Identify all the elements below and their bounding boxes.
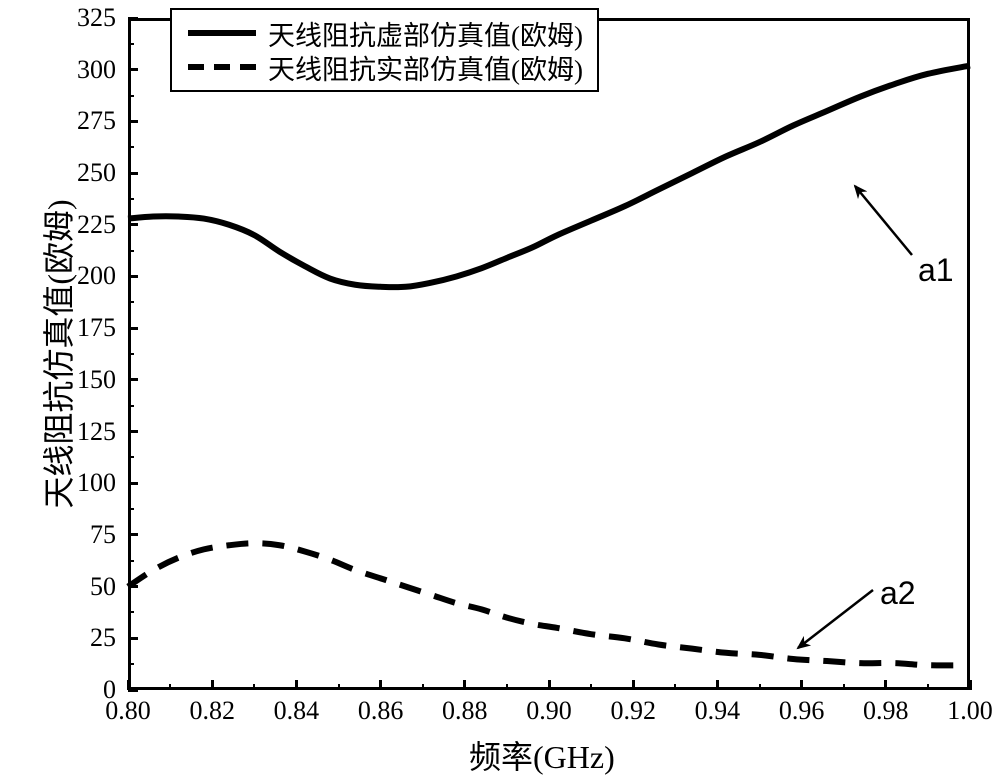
y-minor-tick (128, 611, 134, 613)
annotation-label: a2 (880, 575, 916, 612)
legend-label: 天线阻抗实部仿真值(欧姆) (268, 48, 583, 87)
y-tick-label: 325 (0, 3, 116, 33)
x-tick-mark (716, 680, 719, 690)
annotation-label: a1 (918, 252, 954, 289)
y-tick-label: 150 (0, 365, 116, 395)
x-minor-tick (506, 684, 508, 690)
x-tick-label: 0.94 (695, 696, 741, 726)
y-tick-label: 275 (0, 106, 116, 136)
y-tick-label: 300 (0, 55, 116, 85)
x-tick-mark (884, 680, 887, 690)
x-tick-mark (211, 680, 214, 690)
y-tick-label: 100 (0, 468, 116, 498)
y-minor-tick (128, 198, 134, 200)
y-tick-mark (128, 120, 138, 123)
impedance-chart: 天线阻抗仿真值(欧姆) 频率(GHz) 天线阻抗虚部仿真值(欧姆)天线阻抗实部仿… (0, 0, 1000, 778)
legend-item: 天线阻抗虚部仿真值(欧姆) (186, 16, 583, 50)
y-axis-label: 天线阻抗仿真值(欧姆) (34, 199, 80, 508)
x-tick-label: 0.82 (189, 696, 235, 726)
y-minor-tick (128, 560, 134, 562)
x-tick-label: 1.00 (947, 696, 993, 726)
legend-swatch (186, 56, 258, 78)
x-tick-mark (379, 680, 382, 690)
y-minor-tick (128, 250, 134, 252)
y-tick-mark (128, 689, 138, 692)
x-tick-mark (632, 680, 635, 690)
y-tick-mark (128, 275, 138, 278)
x-tick-mark (463, 680, 466, 690)
y-minor-tick (128, 353, 134, 355)
y-tick-mark (128, 482, 138, 485)
y-tick-label: 50 (0, 572, 116, 602)
x-tick-label: 0.92 (610, 696, 656, 726)
x-tick-mark (969, 680, 972, 690)
x-tick-mark (127, 680, 130, 690)
x-minor-tick (422, 684, 424, 690)
x-minor-tick (590, 684, 592, 690)
y-minor-tick (128, 146, 134, 148)
y-tick-label: 200 (0, 261, 116, 291)
x-tick-label: 0.84 (274, 696, 320, 726)
x-tick-mark (800, 680, 803, 690)
x-tick-mark (548, 680, 551, 690)
x-tick-label: 0.86 (358, 696, 404, 726)
x-tick-mark (295, 680, 298, 690)
legend: 天线阻抗虚部仿真值(欧姆)天线阻抗实部仿真值(欧姆) (170, 8, 599, 92)
y-tick-label: 225 (0, 210, 116, 240)
y-minor-tick (128, 301, 134, 303)
legend-item: 天线阻抗实部仿真值(欧姆) (186, 50, 583, 84)
y-tick-label: 175 (0, 313, 116, 343)
x-minor-tick (253, 684, 255, 690)
y-tick-mark (128, 327, 138, 330)
plot-area (128, 18, 970, 690)
y-minor-tick (128, 43, 134, 45)
y-tick-mark (128, 68, 138, 71)
y-tick-mark (128, 172, 138, 175)
legend-swatch (186, 22, 258, 44)
x-tick-label: 0.90 (526, 696, 572, 726)
y-tick-mark (128, 585, 138, 588)
y-minor-tick (128, 663, 134, 665)
x-minor-tick (759, 684, 761, 690)
x-tick-label: 0.88 (442, 696, 488, 726)
x-minor-tick (927, 684, 929, 690)
x-minor-tick (843, 684, 845, 690)
y-tick-label: 0 (0, 675, 116, 705)
y-minor-tick (128, 456, 134, 458)
y-tick-mark (128, 17, 138, 20)
y-minor-tick (128, 508, 134, 510)
y-tick-label: 125 (0, 417, 116, 447)
x-tick-label: 0.98 (863, 696, 909, 726)
y-tick-mark (128, 637, 138, 640)
y-tick-mark (128, 533, 138, 536)
y-minor-tick (128, 405, 134, 407)
y-tick-label: 25 (0, 623, 116, 653)
x-tick-label: 0.96 (779, 696, 825, 726)
x-minor-tick (674, 684, 676, 690)
y-tick-mark (128, 223, 138, 226)
y-tick-label: 75 (0, 520, 116, 550)
x-minor-tick (169, 684, 171, 690)
x-axis-label: 频率(GHz) (469, 732, 615, 778)
y-tick-label: 250 (0, 158, 116, 188)
x-tick-label: 0.80 (105, 696, 151, 726)
y-tick-mark (128, 378, 138, 381)
y-minor-tick (128, 95, 134, 97)
x-minor-tick (338, 684, 340, 690)
y-tick-mark (128, 430, 138, 433)
